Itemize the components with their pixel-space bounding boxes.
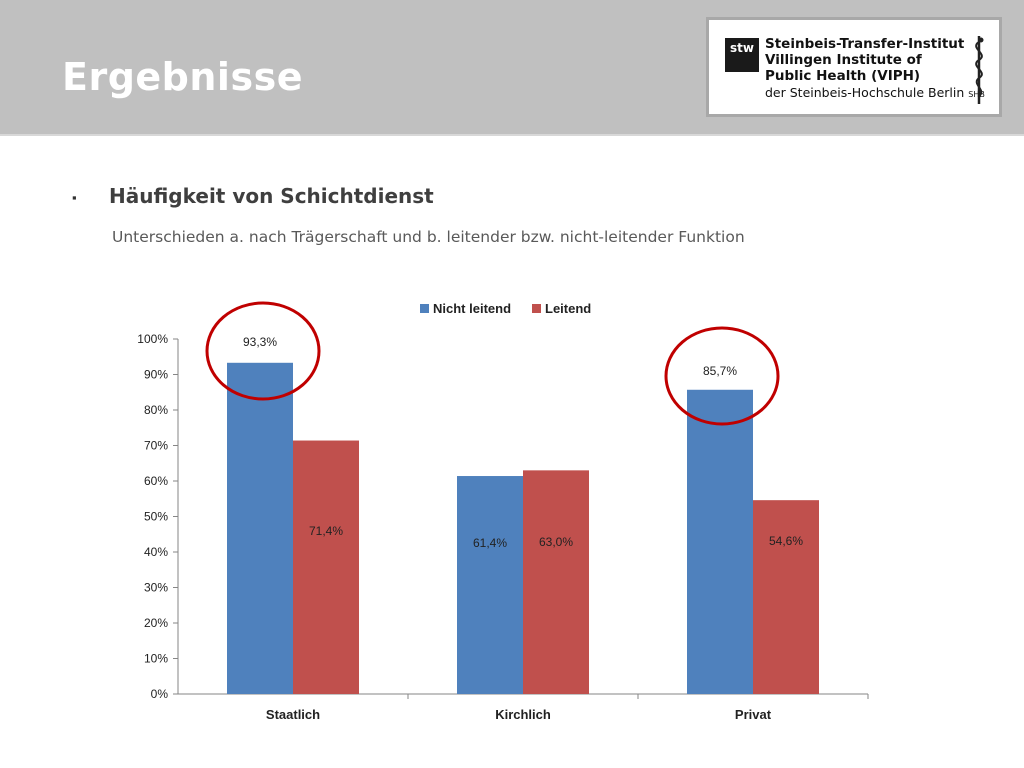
bar-leitend bbox=[293, 440, 359, 694]
y-tick-label: 30% bbox=[144, 581, 168, 595]
institute-logo: stw Steinbeis-Transfer-Institut Villinge… bbox=[706, 17, 1002, 117]
logo-line-1: Steinbeis-Transfer-Institut bbox=[765, 36, 965, 52]
y-tick-label: 100% bbox=[137, 332, 168, 346]
x-tick-label: Privat bbox=[735, 707, 772, 722]
y-tick-label: 20% bbox=[144, 616, 168, 630]
x-tick-label: Staatlich bbox=[266, 707, 320, 722]
logo-line-3: Public Health (VIPH) bbox=[765, 68, 921, 84]
data-label: 61,4% bbox=[473, 536, 507, 550]
logo-line-4-text: der Steinbeis-Hochschule Berlin bbox=[765, 85, 965, 100]
page-title: Ergebnisse bbox=[62, 55, 303, 99]
legend-label: Nicht leitend bbox=[433, 301, 511, 316]
y-tick-label: 40% bbox=[144, 545, 168, 559]
y-tick-label: 0% bbox=[151, 687, 169, 701]
stw-logo-mark: stw bbox=[725, 38, 759, 72]
y-tick-label: 10% bbox=[144, 652, 168, 666]
logo-line-2: Villingen Institute of bbox=[765, 52, 922, 68]
header-bar: Ergebnisse stw Steinbeis-Transfer-Instit… bbox=[0, 0, 1024, 136]
legend-swatch bbox=[532, 304, 541, 313]
aesculapius-staff-icon bbox=[975, 36, 984, 104]
data-label: 54,6% bbox=[769, 534, 803, 548]
bar-nicht-leitend bbox=[457, 476, 523, 694]
data-label: 93,3% bbox=[243, 335, 277, 349]
bar-nicht-leitend bbox=[687, 389, 753, 694]
data-label: 85,7% bbox=[703, 364, 737, 378]
section-subheading: Unterschieden a. nach Trägerschaft und b… bbox=[112, 228, 745, 246]
y-tick-label: 50% bbox=[144, 510, 168, 524]
legend-label: Leitend bbox=[545, 301, 591, 316]
highlight-circle bbox=[664, 326, 780, 426]
bar-leitend bbox=[753, 500, 819, 694]
bar-nicht-leitend bbox=[227, 362, 293, 694]
highlight-circle bbox=[205, 301, 321, 401]
y-tick-label: 80% bbox=[144, 403, 168, 417]
logo-line-4-suffix: SHB bbox=[968, 90, 985, 99]
section-heading: Häufigkeit von Schichtdienst bbox=[109, 184, 434, 208]
square-bullet-icon: ▪ bbox=[72, 190, 77, 205]
x-tick-label: Kirchlich bbox=[495, 707, 551, 722]
y-tick-label: 90% bbox=[144, 368, 168, 382]
logo-text: Steinbeis-Transfer-Institut Villingen In… bbox=[765, 36, 985, 104]
y-tick-label: 60% bbox=[144, 474, 168, 488]
stw-logo-text: stw bbox=[730, 41, 754, 55]
legend-swatch bbox=[420, 304, 429, 313]
logo-line-4: der Steinbeis-Hochschule Berlin SHB bbox=[765, 84, 985, 104]
data-label: 63,0% bbox=[539, 535, 573, 549]
bar-leitend bbox=[523, 470, 589, 694]
data-label: 71,4% bbox=[309, 524, 343, 538]
y-tick-label: 70% bbox=[144, 439, 168, 453]
